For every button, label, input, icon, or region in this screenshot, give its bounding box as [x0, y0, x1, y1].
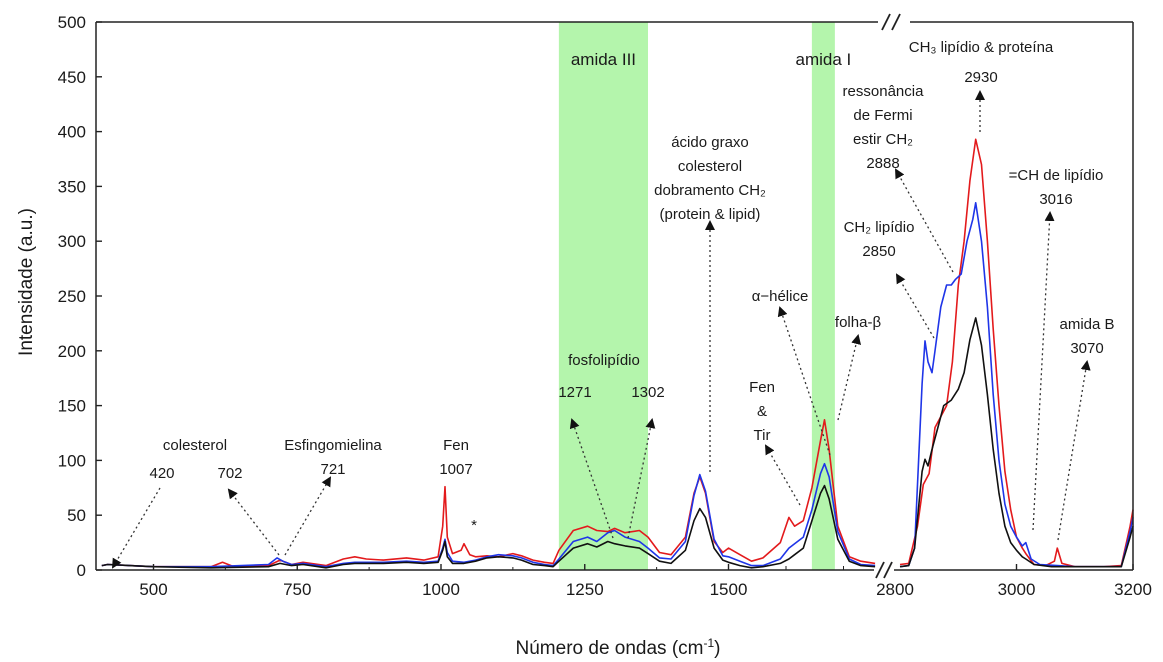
annotation-text-5-0: * — [471, 517, 477, 534]
x-tick-label-1500: 1500 — [710, 580, 748, 599]
annotation-text-10-1: & — [757, 403, 767, 420]
annotation-arrow-3 — [285, 478, 330, 555]
y-tick-label-100: 100 — [58, 451, 86, 470]
annotation-text-9-2: dobramento CH₂ — [654, 182, 766, 199]
band-label-1: amida I — [796, 50, 852, 69]
annotation-arrow-18 — [1033, 213, 1050, 530]
annotation-text-15-0: ressonância — [843, 83, 925, 100]
y-tick-label-250: 250 — [58, 287, 86, 306]
annotation-text-17-0: 2930 — [964, 69, 997, 86]
x-tick-label-750: 750 — [283, 580, 311, 599]
annotation-text-15-1: de Fermi — [853, 107, 912, 124]
x-tick-label-1250: 1250 — [566, 580, 604, 599]
annotation-text-14-0: CH₂ lipídio — [844, 219, 915, 236]
y-tick-label-450: 450 — [58, 68, 86, 87]
annotation-text-13-1: 3070 — [1070, 340, 1103, 357]
x-tick-label-500: 500 — [139, 580, 167, 599]
axis-break-mark-0 — [876, 562, 884, 578]
annotation-text-13-0: amida B — [1059, 316, 1114, 333]
x-axis-title: Número de ondas (cm-1) — [516, 636, 721, 659]
axis-break-mark-1 — [884, 562, 892, 578]
annotation-arrow-13 — [1058, 362, 1087, 540]
annotation-arrow-10 — [766, 446, 800, 505]
annotation-text-6-0: fosfolipídio — [568, 352, 640, 369]
annotation-text-18-0: =CH de lipídio — [1009, 167, 1104, 184]
annotation-text-1-0: 420 — [149, 465, 174, 482]
y-tick-label-0: 0 — [77, 561, 86, 580]
x-axis-title-main: Número de ondas (cm — [516, 638, 704, 659]
annotation-text-7-0: 1271 — [558, 384, 591, 401]
annotation-text-16-0: CH₃ lipídio & proteína — [909, 39, 1054, 56]
annotation-text-2-0: 702 — [217, 465, 242, 482]
y-tick-label-300: 300 — [58, 232, 86, 251]
y-tick-label-400: 400 — [58, 123, 86, 142]
annotation-arrow-14 — [897, 275, 934, 338]
annotation-arrow-1 — [113, 488, 160, 567]
band-0 — [559, 22, 648, 570]
annotation-text-8-0: 1302 — [631, 384, 664, 401]
annotation-text-9-0: ácido graxo — [671, 134, 749, 151]
x-tick-label-3200: 3200 — [1114, 580, 1152, 599]
annotation-arrow-2 — [229, 490, 279, 555]
y-tick-label-200: 200 — [58, 342, 86, 361]
annotation-text-15-2: estir CH₂ — [853, 131, 913, 148]
annotation-text-3-0: Esfingomielina — [284, 437, 382, 454]
annotation-text-0-0: colesterol — [163, 437, 227, 454]
annotation-text-9-1: colesterol — [678, 158, 742, 175]
y-axis-title: Intensidade (a.u.) — [16, 208, 37, 356]
annotation-text-11-0: α−hélice — [752, 288, 809, 305]
annotation-arrow-12 — [838, 336, 858, 420]
annotation-text-10-0: Fen — [749, 379, 775, 396]
axis-break-mark-3 — [892, 14, 900, 30]
y-tick-label-150: 150 — [58, 397, 86, 416]
annotation-text-4-1: 1007 — [439, 461, 472, 478]
annotation-text-12-0: folha-β — [835, 314, 882, 331]
annotation-text-15-3: 2888 — [866, 155, 899, 172]
x-axis-title-sup: -1 — [703, 636, 714, 650]
x-axis-title-end: ) — [714, 638, 720, 659]
x-tick-label-3000: 3000 — [998, 580, 1036, 599]
annotation-text-18-1: 3016 — [1039, 191, 1072, 208]
y-tick-label-500: 500 — [58, 13, 86, 32]
x-tick-label-break: 2800 — [876, 580, 914, 599]
axis-break-mark-2 — [882, 14, 890, 30]
annotation-text-10-2: Tir — [754, 427, 771, 444]
y-tick-label-50: 50 — [67, 506, 86, 525]
band-label-0: amida III — [571, 50, 636, 69]
annotation-text-4-0: Fen — [443, 437, 469, 454]
x-tick-label-1000: 1000 — [422, 580, 460, 599]
annotation-text-14-1: 2850 — [862, 243, 895, 260]
y-tick-label-350: 350 — [58, 177, 86, 196]
annotation-text-3-1: 721 — [320, 461, 345, 478]
series-1-line-right — [900, 203, 1133, 567]
annotation-text-9-3: (protein & lipid) — [660, 206, 761, 223]
